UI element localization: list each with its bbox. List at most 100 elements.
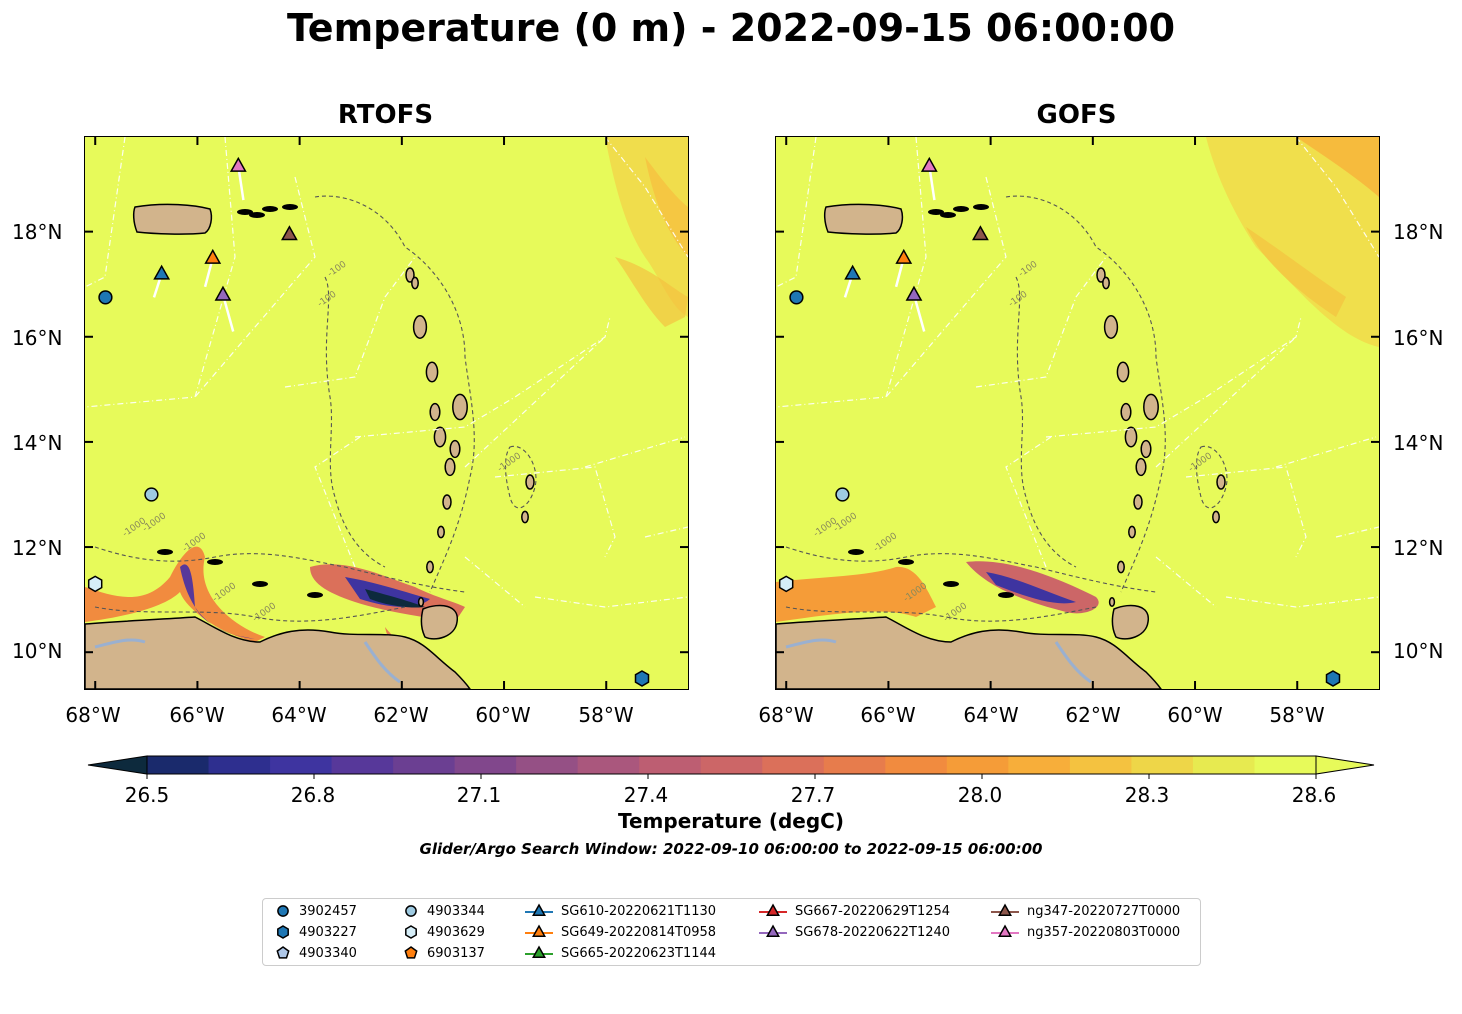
legend-label: 3902457 (299, 903, 357, 919)
colorbar (87, 755, 1375, 779)
obs-marker-4903227[interactable] (1325, 670, 1341, 687)
land-masses (85, 203, 535, 689)
map-rtofs[interactable]: -100 -100 -1000 -1000 -1000 -1000 -1000 -1000 (84, 136, 689, 690)
obs-marker-4903227[interactable] (634, 670, 650, 687)
lon-tick-label: 64°W (271, 703, 327, 727)
legend-circle-marker-icon (277, 905, 289, 917)
legend-marker[interactable] (998, 924, 1012, 937)
lon-tick-label: 58°W (578, 703, 634, 727)
legend-label: 4903344 (427, 903, 485, 919)
lat-tick-label: 10°N (1393, 639, 1444, 663)
colorbar-segment (1069, 756, 1132, 774)
obs-marker-4903629[interactable] (778, 575, 794, 593)
legend-pentagon-marker-icon (276, 946, 290, 959)
legend-label: 4903227 (299, 924, 357, 940)
obs-marker-4903629[interactable] (87, 575, 103, 593)
legend-item: SG667-20220629T1254 (759, 903, 950, 919)
legend-item: 4903340 (275, 945, 357, 961)
colorbar-tick-label: 27.7 (790, 783, 836, 807)
legend-marker[interactable] (404, 946, 418, 959)
legend-marker[interactable] (405, 925, 417, 939)
lon-tick-label: 62°W (373, 703, 429, 727)
obs-marker-sg649-20220814t0958[interactable] (895, 248, 913, 264)
legend-triangle-marker-icon (991, 903, 1019, 916)
legend-label: SG678-20220622T1240 (795, 924, 951, 940)
observation-markers (87, 156, 650, 687)
bathymetry-contours (94, 195, 537, 622)
colorbar-tick-label: 28.0 (957, 783, 1003, 807)
legend-label: SG610-20220621T1130 (561, 903, 717, 919)
legend-marker[interactable] (532, 903, 546, 916)
obs-marker-sg610-20220621t1130[interactable] (844, 264, 862, 280)
axis-ticks (85, 137, 688, 689)
legend-label: ng347-20220727T0000 (1027, 903, 1181, 919)
colorbar-segment (1192, 756, 1255, 774)
lat-tick-label: 10°N (12, 639, 63, 663)
axis-ticks (776, 137, 1379, 689)
legend-marker[interactable] (277, 905, 289, 917)
legend: 3902457 4903227 4903340 4903344 4903629 69031… (262, 898, 1201, 966)
legend-hexagon-marker-icon (405, 925, 417, 939)
obs-marker-ng347-20220727t0000[interactable] (281, 225, 298, 241)
colorbar-segment (577, 756, 640, 774)
legend-label: 4903340 (299, 945, 357, 961)
colorbar-segment (885, 756, 948, 774)
lat-tick-label: 18°N (1393, 220, 1444, 244)
colorbar-segment (147, 756, 210, 774)
lat-tick-label: 12°N (12, 536, 63, 560)
obs-marker-sg649-20220814t0958[interactable] (204, 248, 222, 264)
obs-marker-4903344[interactable] (835, 487, 850, 502)
colorbar-segment (700, 756, 763, 774)
colorbar-segment (393, 756, 456, 774)
legend-marker[interactable] (405, 905, 417, 917)
obs-marker-ng357-20220803t0000[interactable] (229, 156, 247, 172)
obs-marker-sg610-20220621t1130[interactable] (153, 264, 171, 280)
map-gofs[interactable]: -100 -100 -1000 -1000 -1000 -1000 -1000 -1000 (775, 136, 1380, 690)
land-masses (776, 203, 1226, 689)
colorbar-tick-label: 28.3 (1124, 783, 1170, 807)
obs-marker-ng357-20220803t0000[interactable] (920, 156, 938, 172)
lon-tick-label: 60°W (1167, 703, 1223, 727)
legend-item: 3902457 (275, 903, 357, 919)
colorbar-segment (270, 756, 333, 774)
legend-marker[interactable] (766, 924, 780, 937)
legend-marker[interactable] (766, 903, 780, 916)
legend-item: SG678-20220622T1240 (759, 924, 950, 940)
legend-marker[interactable] (532, 924, 546, 937)
map-rtofs-canvas: -100-100-1000-1000-1000-1000-1000-1000 (85, 137, 688, 689)
obs-marker-3902457[interactable] (789, 290, 804, 305)
legend-triangle-marker-icon (759, 924, 787, 937)
obs-marker-sg678-20220622t1240[interactable] (905, 285, 923, 301)
lat-tick-label: 14°N (1393, 431, 1444, 455)
colorbar-segment (946, 756, 1009, 774)
lon-tick-label: 66°W (169, 703, 225, 727)
colorbar-segment (331, 756, 394, 774)
legend-item: SG610-20220621T1130 (525, 903, 716, 919)
rivers (785, 638, 1092, 684)
colorbar-extend-high (1315, 755, 1375, 775)
legend-item: ng357-20220803T0000 (991, 924, 1180, 940)
lat-tick-label: 12°N (1393, 536, 1444, 560)
obs-marker-3902457[interactable] (98, 290, 113, 305)
colorbar-segment (1254, 756, 1317, 774)
lon-tick-label: 64°W (963, 703, 1019, 727)
colorbar-segment (454, 756, 517, 774)
colorbar-segment (516, 756, 579, 774)
colorbar-segment (762, 756, 825, 774)
lon-tick-label: 66°W (860, 703, 916, 727)
legend-marker[interactable] (277, 925, 289, 939)
legend-label: SG667-20220629T1254 (795, 903, 951, 919)
legend-item: 6903137 (403, 945, 485, 961)
legend-label: SG665-20220623T1144 (561, 945, 717, 961)
colorbar-title: Temperature (degC) (618, 809, 844, 833)
legend-marker[interactable] (276, 946, 290, 959)
obs-marker-4903344[interactable] (144, 487, 159, 502)
colorbar-tick-label: 27.1 (456, 783, 502, 807)
obs-marker-sg678-20220622t1240[interactable] (214, 285, 232, 301)
colorbar-tick-label: 27.4 (623, 783, 669, 807)
legend-marker[interactable] (532, 945, 546, 958)
legend-marker[interactable] (998, 903, 1012, 916)
obs-marker-ng347-20220727t0000[interactable] (972, 225, 989, 241)
legend-hexagon-marker-icon (277, 925, 289, 939)
legend-item: SG649-20220814T0958 (525, 924, 716, 940)
